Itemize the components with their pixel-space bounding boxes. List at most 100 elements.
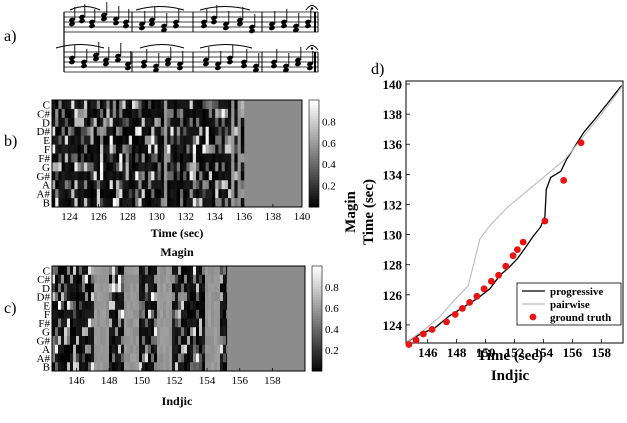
chromagram-cell: [142, 274, 146, 284]
chromagram-cell: [76, 301, 80, 311]
chromagram-cell: [164, 108, 168, 119]
chromagram-cell: [76, 353, 80, 363]
chromagram-cell: [193, 353, 197, 363]
chromagram-cell: [130, 309, 134, 319]
chromagram-cell: [224, 189, 229, 199]
ground-truth-point: [560, 176, 568, 184]
chromagram-cell: [160, 198, 165, 208]
chromagram-cell: [128, 171, 133, 181]
chromagram-empty-region: [243, 100, 302, 207]
chromagram-cell: [73, 292, 77, 302]
chromagram-cell: [221, 126, 226, 137]
note-head: [253, 67, 259, 73]
colorbar-step: [309, 164, 319, 168]
chromagram-cell: [181, 309, 185, 319]
colorbar-step: [312, 289, 322, 293]
chromagram-cell: [190, 266, 194, 276]
chromagram-cell: [237, 126, 242, 137]
chromagram-cell: [70, 353, 74, 363]
chromagram-cell: [94, 353, 98, 363]
chromagram-cell: [135, 153, 139, 163]
chromagram-cell: [55, 171, 59, 181]
chromagram-cell: [130, 344, 134, 354]
chromagram-cell: [193, 336, 197, 346]
chromagram-cell: [167, 117, 171, 128]
chromagram-cell: [154, 274, 158, 284]
chromagram-cell: [184, 327, 188, 337]
chromagram-cell: [112, 336, 116, 346]
chromagram-cell: [115, 301, 119, 311]
chromagram-cell: [94, 301, 98, 311]
chromagram-cell: [141, 153, 146, 163]
note-head: [161, 23, 167, 29]
chromagram-cell: [94, 292, 98, 302]
chromagram-cell: [67, 309, 71, 319]
chromagram-cell: [116, 180, 120, 190]
chromagram-cell: [55, 126, 59, 137]
chromagram-cell: [61, 362, 65, 372]
chromagram-magin-xlabel: Time (sec): [151, 226, 204, 240]
chromagram-cell: [118, 353, 122, 363]
colorbar-step: [309, 145, 319, 149]
xtick-label: 150: [476, 345, 496, 360]
chromagram-cell: [170, 153, 174, 163]
chromagram-cell: [144, 144, 149, 154]
colorbar-step: [312, 363, 322, 367]
note-head: [103, 57, 109, 63]
chromagram-cell: [148, 108, 152, 119]
chromagram-cell: [61, 309, 65, 319]
chromagram-cell: [202, 162, 206, 172]
chromagram-cell: [202, 318, 206, 328]
chromagram-cell: [240, 126, 245, 137]
ytick-label: 138: [383, 107, 403, 122]
chromagram-cell: [170, 144, 174, 154]
chromagram-cell: [94, 318, 98, 328]
chromagram-cell: [189, 108, 194, 119]
chromagram-cell: [221, 171, 226, 181]
colorbar-step: [309, 140, 319, 144]
chromagram-cell: [208, 153, 213, 163]
chromagram-cell: [202, 327, 206, 337]
chromagram-cell: [125, 100, 130, 110]
chromagram-cell: [175, 344, 179, 354]
note-head: [165, 57, 171, 63]
chromagram-cell: [116, 100, 120, 110]
chromagram-cell: [73, 283, 77, 293]
chromagram-cell: [193, 274, 197, 284]
chromagram-cell: [160, 309, 164, 319]
chromagram-cell: [199, 108, 203, 119]
chromagram-cell: [205, 266, 209, 276]
chromagram-cell: [85, 327, 89, 337]
ytick-label: 134: [383, 167, 403, 182]
chromagram-cell: [167, 171, 171, 181]
chromagram-cell: [167, 153, 171, 163]
chromagram-cell: [91, 318, 95, 328]
chromagram-cell: [166, 362, 170, 372]
chromagram-cell: [96, 144, 101, 154]
chromagram-xtick-label: 134: [207, 211, 224, 223]
chromagram-cell: [135, 171, 139, 181]
colorbar-step: [312, 350, 322, 354]
chromagram-cell: [130, 327, 134, 337]
chromagram-cell: [205, 100, 210, 110]
chromagram-cell: [142, 266, 146, 276]
chromagram-cell: [127, 362, 131, 372]
chromagram-cell: [169, 274, 173, 284]
chromagram-cell: [116, 153, 120, 163]
chromagram-cell: [190, 292, 194, 302]
chromagram-cell: [184, 283, 188, 293]
chromagram-cell: [85, 292, 89, 302]
chromagram-cell: [180, 117, 184, 128]
alignment-plot-xlabel: Time (sec): [477, 348, 543, 364]
chromagram-cell: [196, 344, 200, 354]
chromagram-cell: [223, 362, 227, 372]
chromagram-cell: [116, 117, 120, 128]
chromagram-cell: [118, 362, 122, 372]
chromagram-cell: [77, 153, 82, 163]
chromagram-xtick-label: 158: [264, 375, 281, 387]
chromagram-cell: [148, 344, 152, 354]
chromagram-cell: [112, 144, 117, 154]
chromagram-cell: [87, 162, 91, 172]
chromagram-cell: [141, 117, 146, 128]
chromagram-cell: [199, 362, 203, 372]
